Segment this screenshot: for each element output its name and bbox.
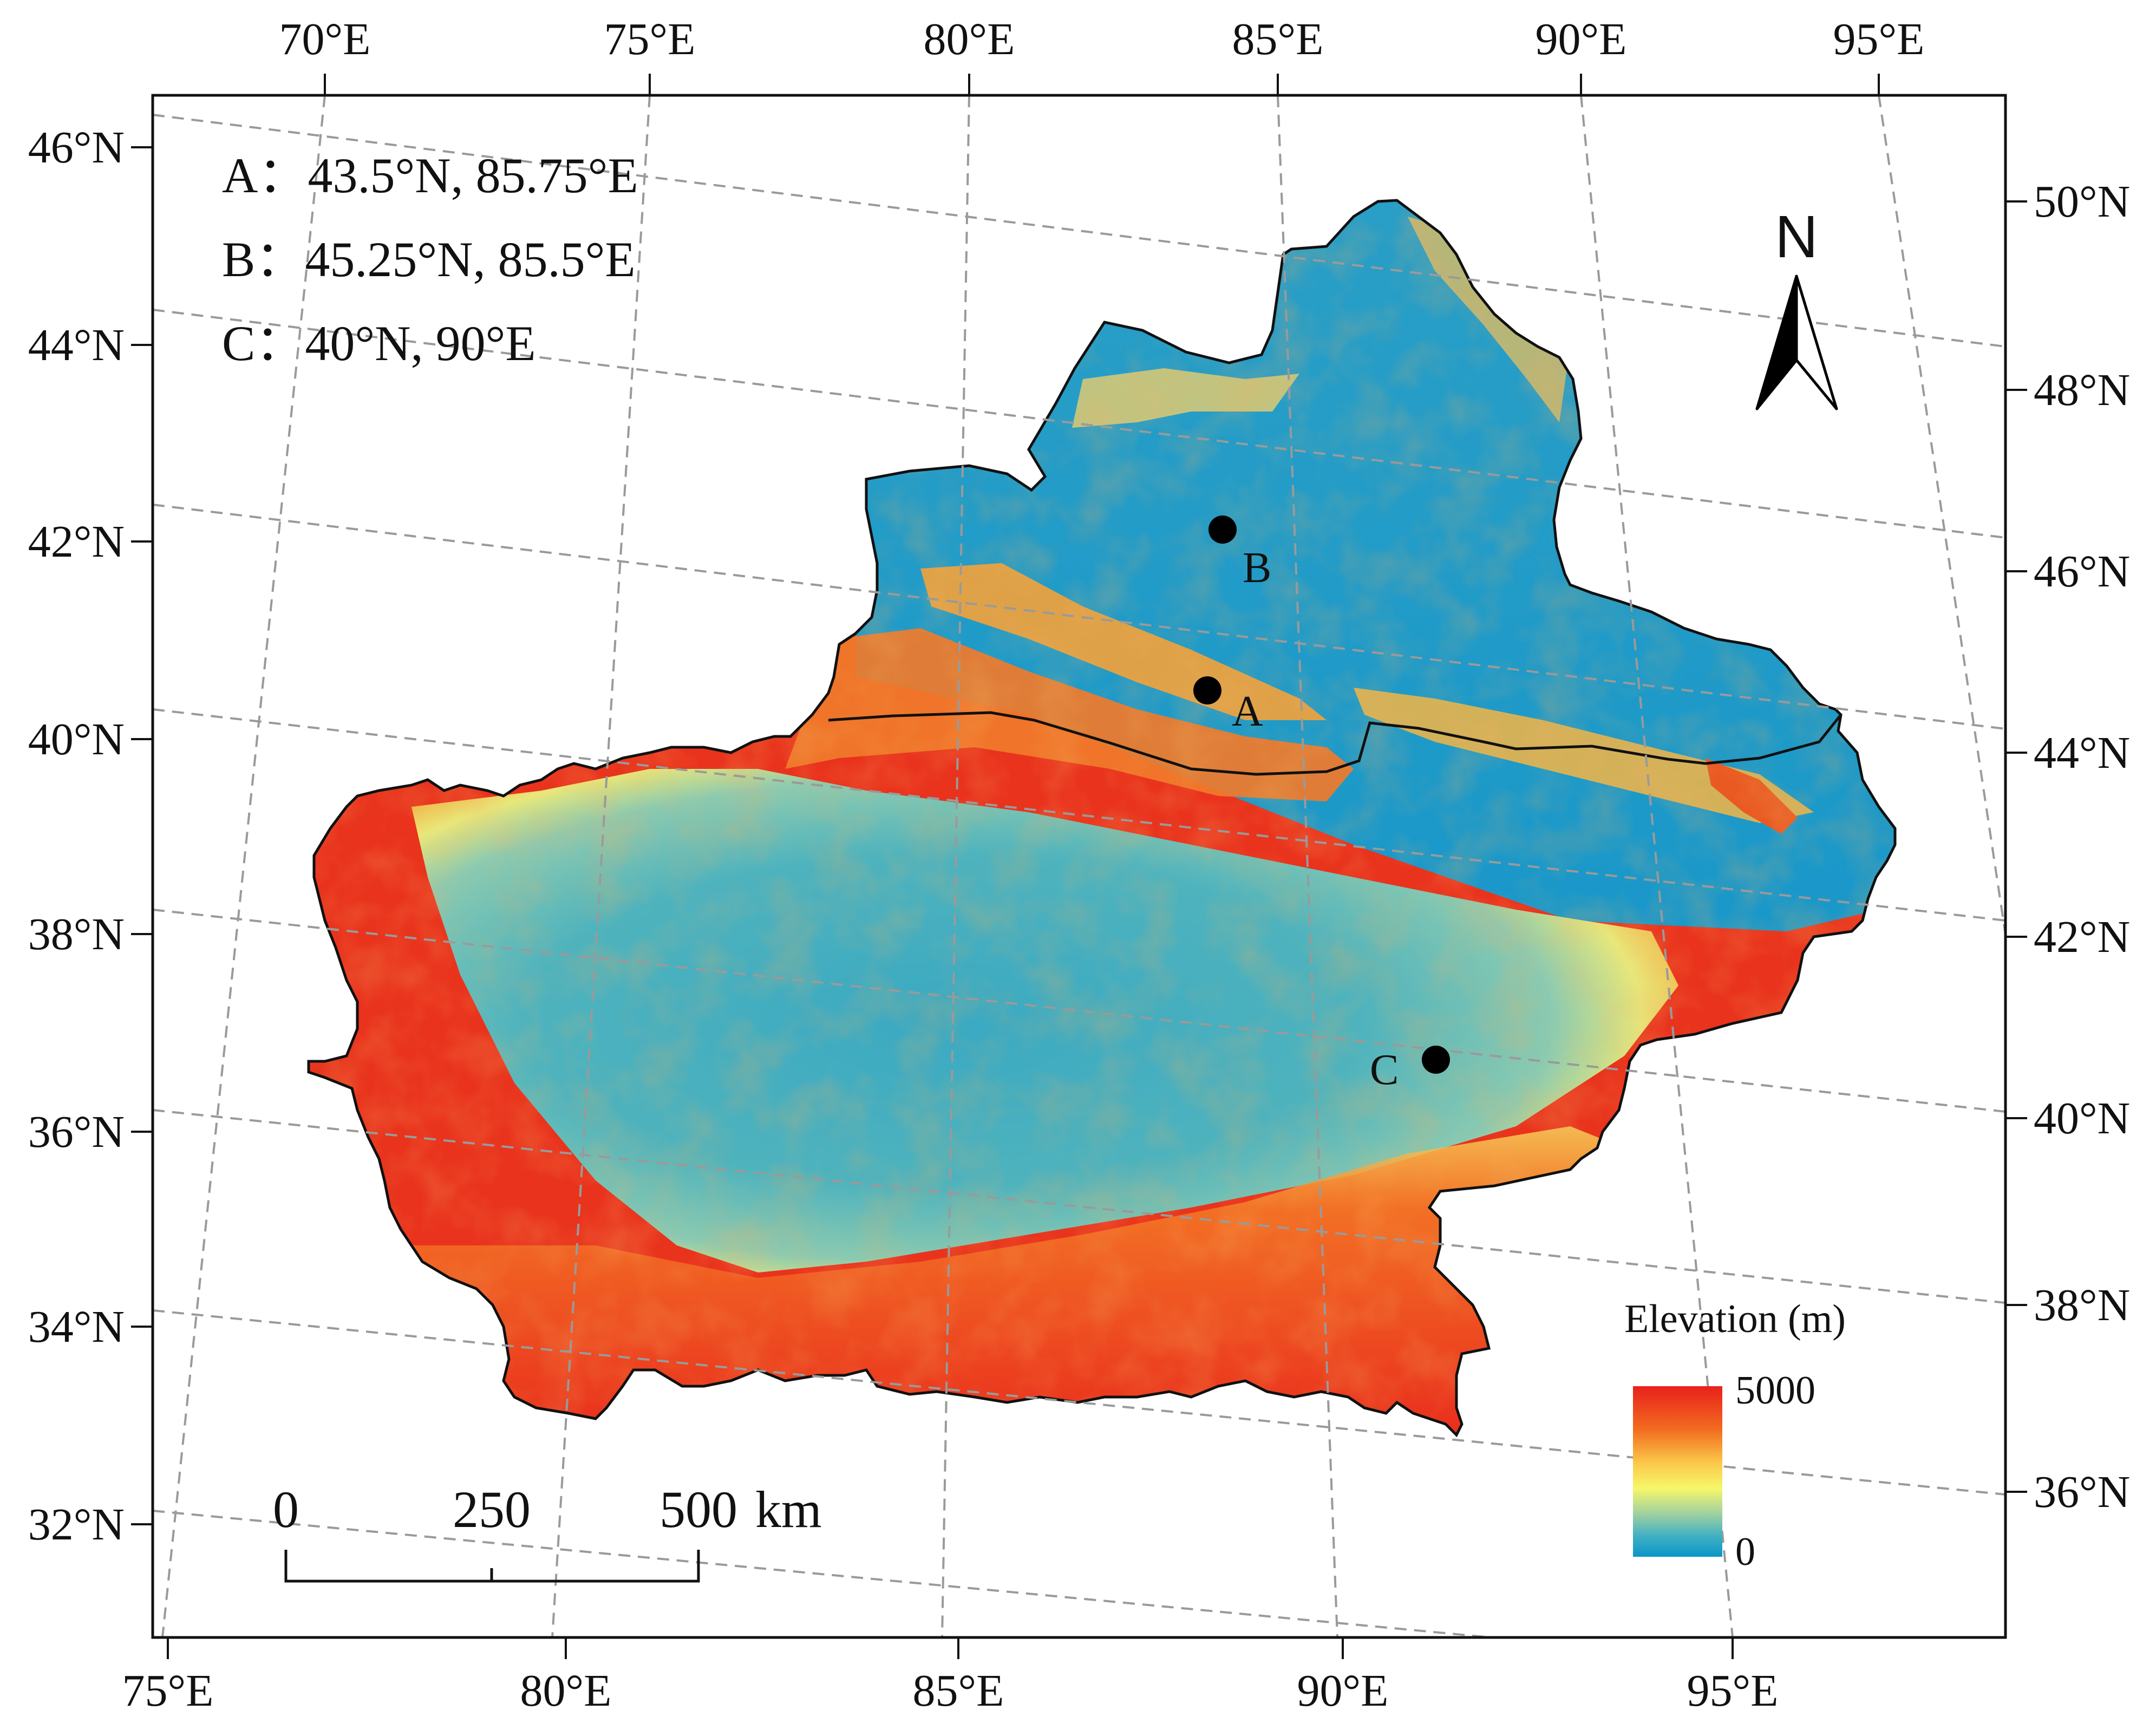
left-label-36N: 36°N [28,1107,125,1157]
point-marker-a[interactable] [1193,676,1221,704]
scale-unit: km [755,1480,822,1538]
bottom-label-85E: 85°E [913,1666,1004,1716]
bottom-label-95E: 95°E [1687,1666,1779,1716]
right-latitude-labels: 50°N 48°N 46°N 44°N 42°N 40°N 38°N 36°N [2034,177,2130,1517]
north-arrow-left [1755,275,1798,410]
left-label-46N: 46°N [28,122,125,173]
right-label-48N: 48°N [2034,365,2130,415]
top-label-80E: 80°E [924,14,1015,64]
bottom-label-80E: 80°E [520,1666,612,1716]
right-label-36N: 36°N [2034,1467,2130,1517]
right-label-46N: 46°N [2034,546,2130,597]
top-label-75E: 75°E [604,14,696,64]
right-label-40N: 40°N [2034,1093,2130,1144]
bottom-longitude-labels: 75°E 80°E 85°E 90°E 95°E [122,1666,1779,1716]
point-label-b: B [1243,544,1271,592]
left-label-38N: 38°N [28,909,125,960]
bottom-label-75E: 75°E [122,1666,214,1716]
sample-point-a[interactable]: A [1193,676,1263,735]
elevation-legend: Elevation (m) 5000 0 [1624,1297,1846,1574]
frame-ticks [131,74,2027,1659]
bottom-label-90E: 90°E [1297,1666,1389,1716]
left-label-40N: 40°N [28,714,125,765]
info-line-c: C：40°N, 90°E [222,316,536,371]
sample-point-b[interactable]: B [1208,515,1271,592]
left-label-44N: 44°N [28,320,125,370]
left-label-42N: 42°N [28,517,125,567]
info-line-a: A：43.5°N, 85.75°E [222,148,638,203]
top-label-90E: 90°E [1536,14,1627,64]
info-line-b: B：45.25°N, 85.5°E [222,232,636,287]
internal-divide-line [828,711,1842,776]
legend-color-ramp [1633,1386,1722,1557]
point-marker-c[interactable] [1422,1046,1450,1074]
top-label-85E: 85°E [1232,14,1324,64]
scale-label-500: 500 [659,1480,737,1538]
north-arrow: N [1755,204,1838,410]
point-coordinates-info: A：43.5°N, 85.75°E B：45.25°N, 85.5°E C：40… [222,148,638,371]
scale-label-0: 0 [273,1480,299,1538]
sample-point-c[interactable]: C [1370,1046,1450,1094]
scale-bar-line [284,1550,700,1583]
point-marker-b[interactable] [1208,515,1237,544]
right-label-42N: 42°N [2034,912,2130,962]
region-boundary [307,199,1897,1438]
north-arrow-label: N [1775,204,1818,270]
right-label-50N: 50°N [2034,177,2130,227]
left-label-34N: 34°N [28,1302,125,1352]
top-label-70E: 70°E [279,14,371,64]
left-label-32N: 32°N [28,1499,125,1550]
point-label-a: A [1232,688,1263,735]
left-latitude-labels: 46°N 44°N 42°N 40°N 38°N 36°N 34°N 32°N [28,122,125,1550]
scale-bar: 0 250 500 km [273,1480,822,1583]
point-label-c: C [1370,1046,1399,1094]
top-longitude-labels: 70°E 75°E 80°E 85°E 90°E 95°E [279,14,1925,64]
right-label-38N: 38°N [2034,1280,2130,1330]
legend-min-label: 0 [1735,1530,1755,1574]
north-arrow-right [1795,275,1838,410]
legend-title: Elevation (m) [1624,1297,1846,1341]
map-frame [151,94,2007,1639]
legend-max-label: 5000 [1735,1368,1815,1413]
scale-label-250: 250 [453,1480,531,1538]
top-label-95E: 95°E [1833,14,1925,64]
right-label-44N: 44°N [2034,728,2130,778]
